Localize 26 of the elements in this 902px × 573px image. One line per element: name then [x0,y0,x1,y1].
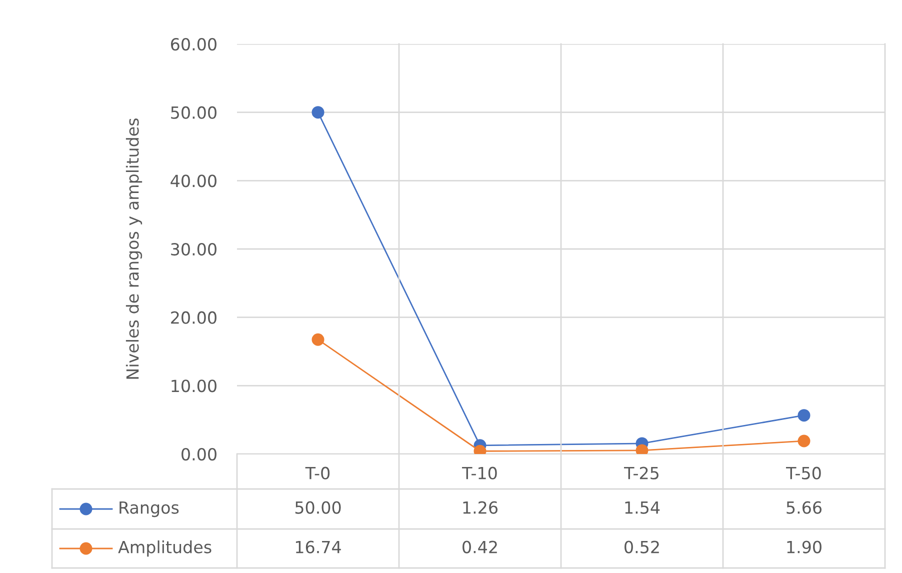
x-tick-label: T-10 [462,466,497,480]
x-tick-label: T-0 [305,466,330,480]
data-label: 1.26 [463,501,498,514]
point [312,106,324,119]
y-tick-label: 10.00 [172,380,216,392]
x-tick-label: T-50 [786,466,821,480]
point [312,333,324,346]
legend-label: Rangos [120,501,179,518]
y-tick-label: 60.00 [171,38,216,51]
data-label: 1.90 [787,540,822,554]
data-label: 0.52 [624,540,659,554]
data-label: 50.00 [295,501,341,514]
y-tick-label: 20.00 [171,311,216,324]
point [798,434,810,448]
data-label: 1.54 [625,501,660,514]
y-tick-label: 40.00 [170,174,216,188]
y-tick-label: 30.00 [171,242,216,256]
y-axis-title: Niveles de rangos y amplitudes [126,118,142,379]
data-label: 5.66 [786,501,822,514]
data-label: 16.74 [296,540,341,554]
y-tick-label: 0.00 [182,448,216,461]
y-tick-label: 50.00 [171,106,216,119]
legend-label: Amplitudes [118,540,212,557]
x-tick-label: T-25 [624,466,658,480]
data-label: 0.42 [462,540,497,554]
point [798,409,810,422]
